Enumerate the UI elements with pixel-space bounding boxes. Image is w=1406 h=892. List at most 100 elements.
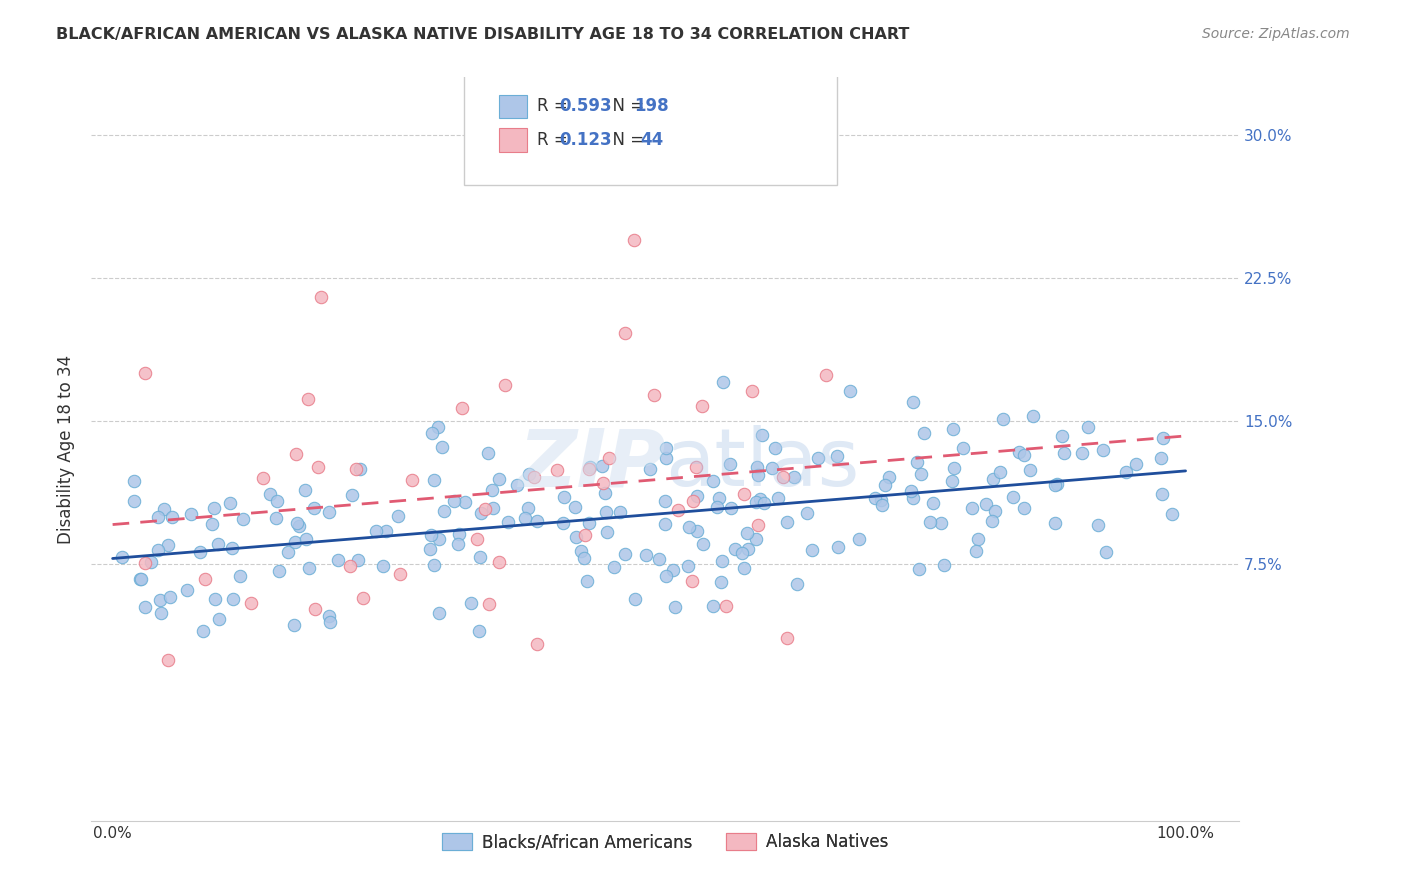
Point [643,387,665,401]
Point [761,461,783,475]
Point [266,494,288,508]
Point [252,471,274,485]
Point [387,508,409,523]
Point [240,596,263,610]
Point [326,553,349,567]
Text: N =: N = [602,131,650,149]
Point [825,449,848,463]
Point [1070,446,1092,460]
Point [1115,466,1137,480]
Point [419,541,441,556]
Point [974,497,997,511]
Point [592,475,614,490]
Point [481,483,503,498]
Point [443,494,465,508]
Text: R =: R = [537,131,572,149]
Point [574,528,596,542]
Point [517,467,540,481]
Point [454,495,477,509]
Point [1045,516,1067,530]
Point [952,441,974,455]
Point [1008,444,1031,458]
Point [908,562,931,576]
Point [648,551,671,566]
Point [1095,544,1118,558]
Point [1012,501,1035,516]
Point [863,491,886,505]
Point [505,478,527,492]
Point [827,541,849,555]
Point [724,541,747,556]
Point [754,495,776,509]
Point [745,533,768,547]
Point [1087,517,1109,532]
Point [572,551,595,566]
Point [678,520,700,534]
Point [153,502,176,516]
Point [1022,409,1045,423]
Point [349,461,371,475]
Point [1018,463,1040,477]
Point [307,459,329,474]
Point [496,515,519,529]
Point [420,426,443,441]
Point [838,384,860,399]
Point [905,455,928,469]
Point [931,516,953,530]
Point [578,516,600,530]
Point [720,500,742,515]
Point [304,602,326,616]
Point [655,568,678,582]
Point [609,505,631,519]
Point [710,575,733,590]
Point [578,462,600,476]
Text: BLACK/AFRICAN AMERICAN VS ALASKA NATIVE DISABILITY AGE 18 TO 34 CORRELATION CHAR: BLACK/AFRICAN AMERICAN VS ALASKA NATIVE … [56,27,910,42]
Point [676,559,699,574]
Point [146,510,169,524]
Point [718,457,741,471]
Point [614,547,637,561]
Point [129,573,152,587]
Point [494,378,516,392]
Point [264,510,287,524]
Point [366,524,388,538]
Point [1077,420,1099,434]
Point [1150,486,1173,500]
Point [1091,442,1114,457]
Point [654,494,676,508]
Point [221,541,243,555]
Point [569,544,592,558]
Point [591,458,613,473]
Point [526,637,548,651]
Point [981,471,1004,485]
Point [318,609,340,624]
Point [129,572,152,586]
Point [347,552,370,566]
Point [284,534,307,549]
Point [655,441,678,455]
Point [654,517,676,532]
Point [686,489,709,503]
Text: Source: ZipAtlas.com: Source: ZipAtlas.com [1202,27,1350,41]
Point [134,599,156,614]
Point [900,484,922,499]
Point [918,515,941,529]
Point [763,441,786,455]
Point [747,467,769,482]
Point [134,366,156,380]
Point [745,460,768,475]
Point [783,470,806,484]
Point [201,517,224,532]
Point [564,500,586,514]
Point [875,478,897,492]
Point [344,462,367,476]
Point [807,451,830,466]
Point [208,612,231,626]
Point [218,496,240,510]
Point [111,549,134,564]
FancyBboxPatch shape [464,70,838,186]
Point [733,561,755,575]
Point [427,533,450,547]
Point [702,599,724,613]
Point [901,395,924,409]
